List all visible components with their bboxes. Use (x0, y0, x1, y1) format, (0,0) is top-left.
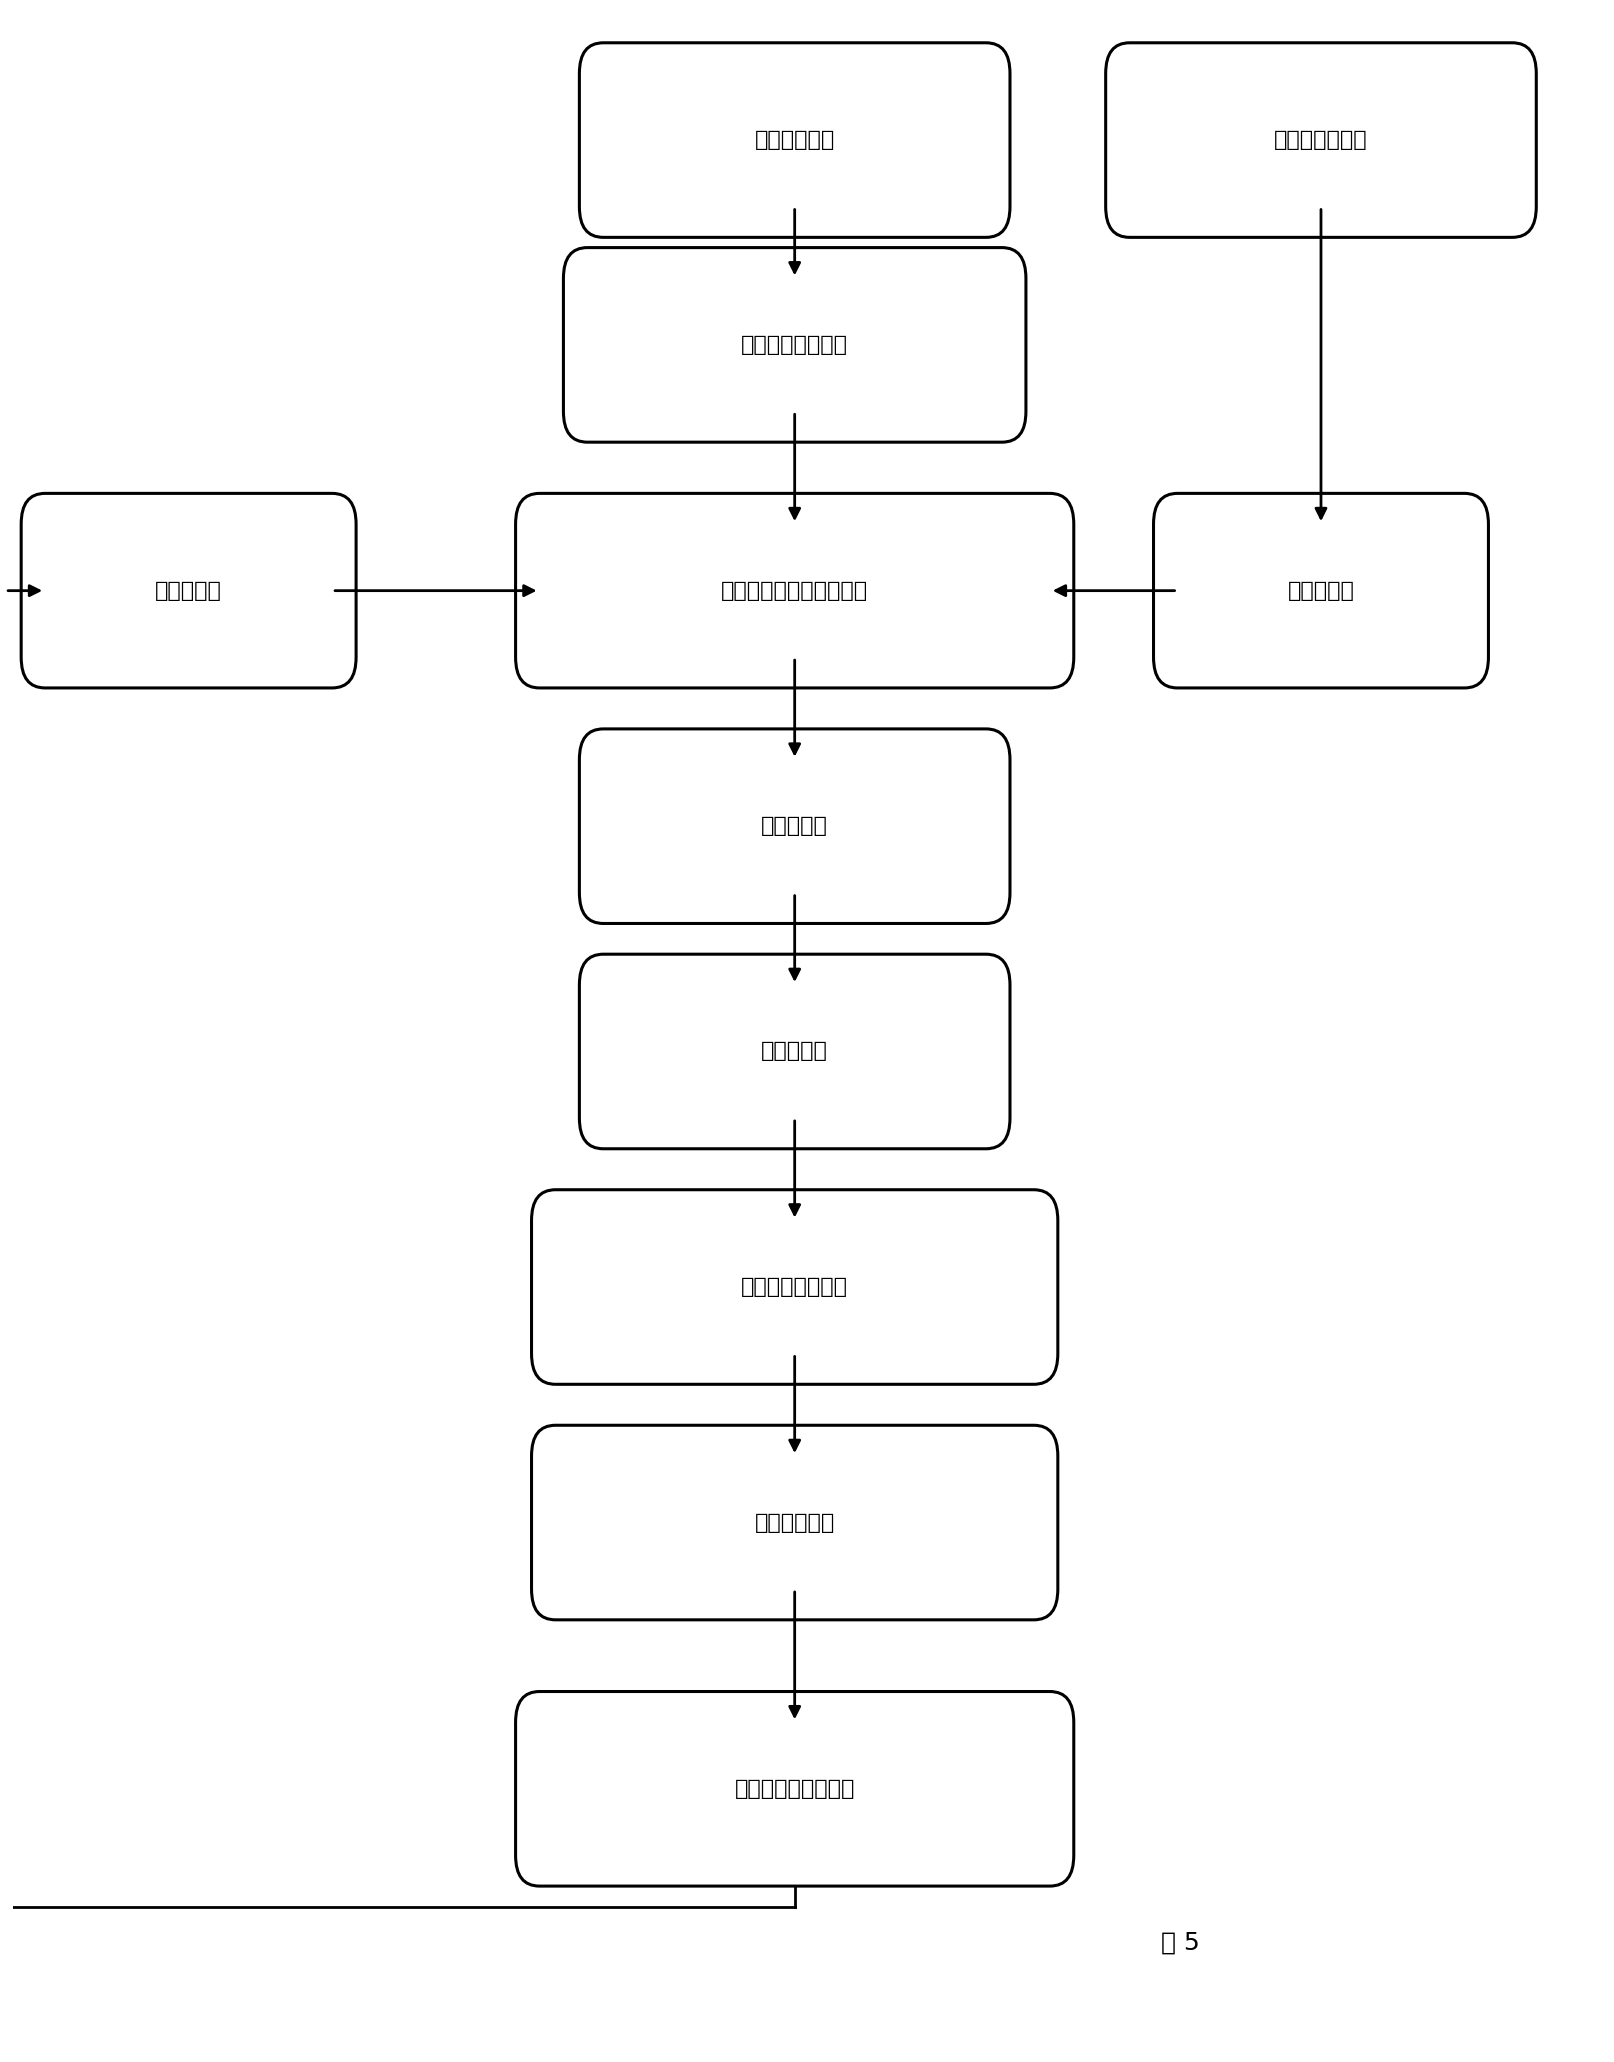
FancyBboxPatch shape (1152, 493, 1488, 689)
FancyBboxPatch shape (515, 1691, 1073, 1887)
FancyBboxPatch shape (579, 43, 1009, 237)
FancyBboxPatch shape (579, 728, 1009, 924)
FancyBboxPatch shape (563, 247, 1025, 441)
FancyBboxPatch shape (579, 955, 1009, 1149)
Text: 精扎模型计算: 精扎模型计算 (754, 130, 834, 151)
Text: 二级层流模型计算: 二级层流模型计算 (741, 334, 847, 355)
FancyBboxPatch shape (515, 493, 1073, 689)
Text: 多点冷却温度实际值: 多点冷却温度实际值 (734, 1780, 854, 1798)
FancyBboxPatch shape (531, 1425, 1057, 1621)
Text: 终扎温度值: 终扎温度值 (1286, 581, 1354, 600)
FancyBboxPatch shape (1106, 43, 1535, 237)
FancyBboxPatch shape (21, 493, 355, 689)
FancyBboxPatch shape (531, 1190, 1057, 1384)
Text: 终扎温度实际值: 终扎温度实际值 (1273, 130, 1367, 151)
Text: 电磁阀动作: 电磁阀动作 (760, 1041, 828, 1062)
Text: 电气控制柜: 电气控制柜 (760, 817, 828, 837)
Text: 冷却温度值: 冷却温度值 (155, 581, 223, 600)
Text: 层流设备放水: 层流设备放水 (754, 1514, 834, 1532)
Text: 一级模型前馈、反馈计算: 一级模型前馈、反馈计算 (721, 581, 868, 600)
Text: 图 5: 图 5 (1160, 1930, 1199, 1955)
Text: 动力气动开关动作: 动力气动开关动作 (741, 1276, 847, 1297)
